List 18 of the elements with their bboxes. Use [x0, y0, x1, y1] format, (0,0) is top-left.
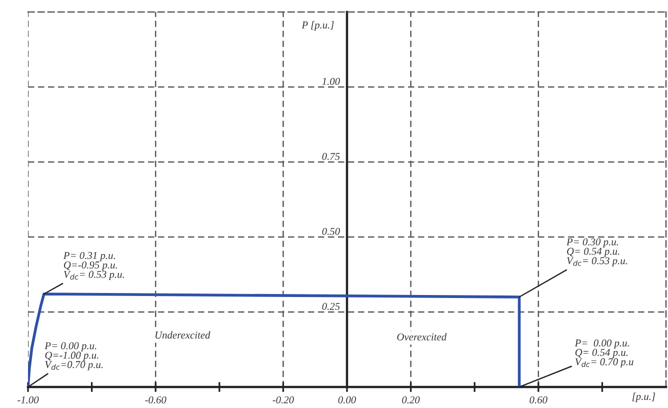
y-tick-label: 0.75 [322, 152, 340, 160]
y-tick-label: 1.00 [322, 78, 340, 85]
y-axis-title: P [p.u.] [302, 21, 334, 31]
y-tick-label: 0.25 [322, 302, 340, 310]
annotation: Underexcited [155, 331, 210, 339]
annotation: P= 0.30 p.u. Q= 0.54 p.u. V$_{dc}$= 0.53 p.u. [566, 238, 628, 266]
x-tick-label: 0.20 [402, 396, 420, 404]
x-tick-label: -0.20 [272, 396, 294, 404]
annotation: P= 0.00 p.u. Q=-1.00 p.u. V$_{dc}$=0.70 p.u. [44, 342, 103, 370]
annotation: Overexcited [397, 333, 447, 340]
x-tick-label: -1.00 [18, 396, 39, 404]
annotation: P= 0.00 p.u. Q= 0.54 p.u. V$_{dc}$= 0.70 p.u [574, 339, 634, 368]
y-tick-label: 0.50 [322, 228, 340, 235]
x-axis-title: [p.u.] [632, 392, 656, 402]
x-tick-label: 0.00 [338, 396, 356, 404]
x-tick-label: 0.60 [530, 396, 548, 404]
annotation: P= 0.31 p.u. Q=-0.95 p.u. V$_{dc}$= 0.53 p.u. [63, 252, 124, 280]
x-tick-label: -0.60 [145, 396, 166, 404]
